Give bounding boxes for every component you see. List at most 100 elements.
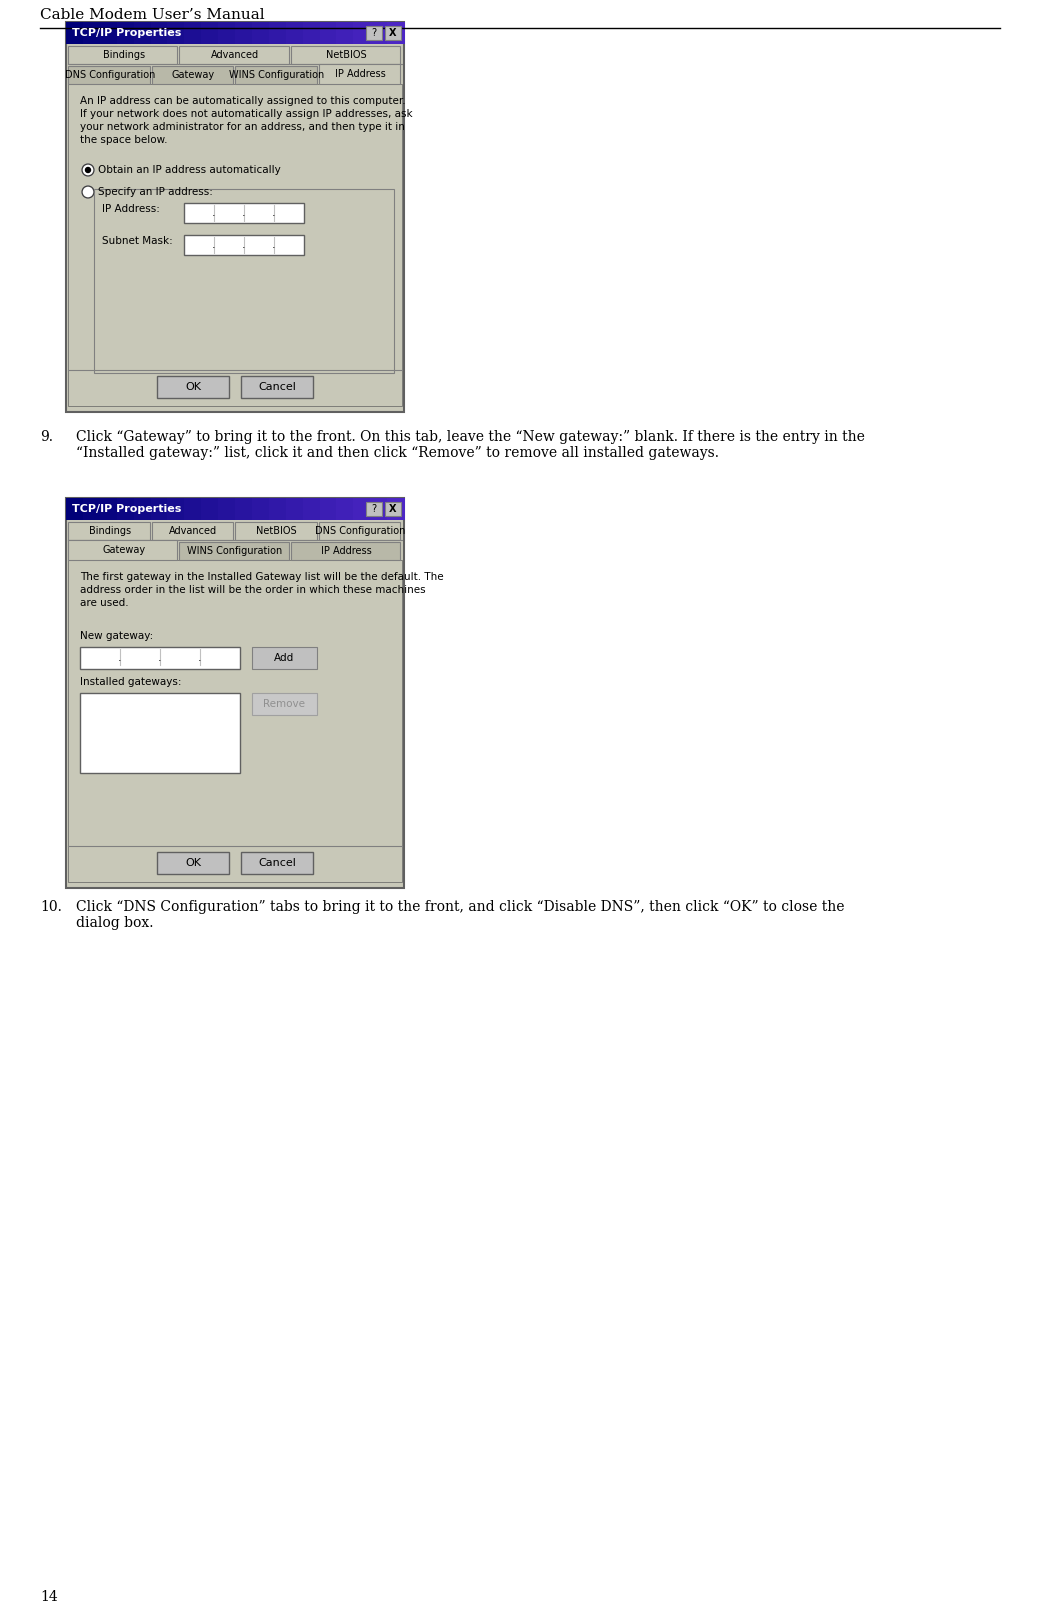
Text: NetBIOS: NetBIOS bbox=[326, 50, 367, 60]
Bar bbox=[201, 23, 219, 44]
Text: DNS Configuration: DNS Configuration bbox=[64, 70, 155, 79]
Bar bbox=[133, 23, 152, 44]
Text: IP Address: IP Address bbox=[335, 70, 386, 79]
Text: dialog box.: dialog box. bbox=[76, 915, 154, 930]
Bar bbox=[152, 66, 233, 84]
Bar bbox=[201, 498, 219, 521]
Bar bbox=[100, 498, 118, 521]
Bar bbox=[184, 23, 202, 44]
Bar bbox=[268, 23, 287, 44]
Text: Advanced: Advanced bbox=[211, 50, 259, 60]
Bar bbox=[66, 498, 84, 521]
Bar bbox=[235, 23, 253, 44]
Bar bbox=[80, 694, 240, 773]
Bar bbox=[290, 542, 400, 559]
Text: WINS Configuration: WINS Configuration bbox=[229, 70, 324, 79]
Bar bbox=[366, 26, 382, 40]
Text: address order in the list will be the order in which these machines: address order in the list will be the or… bbox=[80, 585, 425, 595]
Text: .: . bbox=[158, 653, 162, 663]
Bar bbox=[268, 498, 287, 521]
Text: OK: OK bbox=[185, 382, 201, 391]
Text: Bindings: Bindings bbox=[88, 526, 131, 535]
Text: New gateway:: New gateway: bbox=[80, 631, 153, 640]
Text: Gateway: Gateway bbox=[172, 70, 215, 79]
Text: .: . bbox=[212, 209, 216, 218]
Bar bbox=[68, 84, 402, 406]
Bar bbox=[336, 23, 355, 44]
Bar bbox=[66, 23, 84, 44]
Bar bbox=[218, 498, 236, 521]
Bar bbox=[387, 23, 405, 44]
Bar bbox=[184, 498, 202, 521]
Text: 14: 14 bbox=[40, 1590, 58, 1604]
Circle shape bbox=[85, 168, 90, 173]
Text: DNS Configuration: DNS Configuration bbox=[315, 526, 406, 535]
Text: Advanced: Advanced bbox=[170, 526, 217, 535]
Bar bbox=[370, 23, 388, 44]
Text: .: . bbox=[199, 653, 202, 663]
Bar bbox=[151, 23, 168, 44]
Text: Obtain an IP address automatically: Obtain an IP address automatically bbox=[98, 165, 281, 175]
Bar bbox=[290, 45, 400, 65]
Text: Add: Add bbox=[274, 653, 294, 663]
Text: Bindings: Bindings bbox=[103, 50, 145, 60]
Bar bbox=[252, 23, 269, 44]
Text: the space below.: the space below. bbox=[80, 134, 167, 146]
Text: “Installed gateway:” list, click it and then click “Remove” to remove all instal: “Installed gateway:” list, click it and … bbox=[76, 446, 719, 459]
Text: Click “Gateway” to bring it to the front. On this tab, leave the “New gateway:” : Click “Gateway” to bring it to the front… bbox=[76, 430, 865, 445]
Bar bbox=[68, 45, 178, 65]
Bar bbox=[152, 522, 233, 540]
Text: Remove: Remove bbox=[263, 699, 305, 708]
Bar bbox=[167, 498, 185, 521]
Text: TCP/IP Properties: TCP/IP Properties bbox=[72, 27, 181, 39]
Bar bbox=[286, 23, 304, 44]
Text: 9.: 9. bbox=[40, 430, 53, 445]
Text: Click “DNS Configuration” tabs to bring it to the front, and click “Disable DNS”: Click “DNS Configuration” tabs to bring … bbox=[76, 901, 844, 914]
Bar bbox=[303, 23, 320, 44]
Text: OK: OK bbox=[185, 859, 201, 868]
Bar bbox=[235, 522, 316, 540]
Text: Cancel: Cancel bbox=[258, 382, 296, 391]
Bar bbox=[218, 23, 236, 44]
Bar bbox=[157, 852, 229, 875]
Text: Gateway: Gateway bbox=[102, 545, 146, 555]
Bar bbox=[179, 45, 289, 65]
Text: X: X bbox=[389, 27, 396, 39]
Bar bbox=[80, 647, 240, 669]
Bar bbox=[241, 377, 313, 398]
Text: .: . bbox=[242, 209, 245, 218]
Bar bbox=[354, 498, 371, 521]
Bar bbox=[318, 65, 400, 84]
Bar bbox=[241, 852, 313, 875]
Text: WINS Configuration: WINS Configuration bbox=[187, 547, 283, 556]
Bar bbox=[151, 498, 168, 521]
Bar bbox=[68, 522, 150, 540]
Text: IP Address:: IP Address: bbox=[102, 204, 160, 213]
Bar bbox=[167, 23, 185, 44]
Bar bbox=[157, 377, 229, 398]
Text: Subnet Mask:: Subnet Mask: bbox=[102, 236, 173, 246]
Text: If your network does not automatically assign IP addresses, ask: If your network does not automatically a… bbox=[80, 108, 413, 120]
Bar bbox=[336, 498, 355, 521]
Text: NetBIOS: NetBIOS bbox=[257, 526, 297, 535]
Bar bbox=[68, 559, 402, 881]
Circle shape bbox=[82, 186, 94, 197]
Text: The first gateway in the Installed Gateway list will be the default. The: The first gateway in the Installed Gatew… bbox=[80, 572, 444, 582]
Bar bbox=[116, 498, 134, 521]
Bar bbox=[385, 501, 401, 516]
Bar bbox=[68, 540, 178, 559]
Bar bbox=[385, 26, 401, 40]
Text: Cancel: Cancel bbox=[258, 859, 296, 868]
Text: X: X bbox=[389, 505, 396, 514]
Bar bbox=[354, 23, 371, 44]
Text: .: . bbox=[212, 239, 216, 251]
Bar bbox=[184, 234, 304, 255]
Bar bbox=[252, 647, 317, 669]
Text: IP Address: IP Address bbox=[321, 547, 371, 556]
Text: Cable Modem User’s Manual: Cable Modem User’s Manual bbox=[40, 8, 264, 23]
Bar bbox=[252, 694, 317, 715]
Circle shape bbox=[82, 163, 94, 176]
Bar bbox=[66, 498, 404, 888]
Text: Installed gateways:: Installed gateways: bbox=[80, 678, 182, 687]
Bar bbox=[83, 498, 101, 521]
